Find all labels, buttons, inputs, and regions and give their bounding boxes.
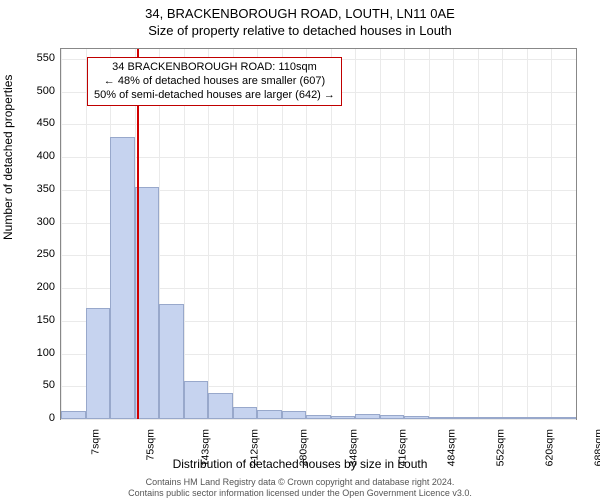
x-tick-label: 688sqm bbox=[592, 429, 600, 466]
histogram-bar bbox=[404, 416, 429, 419]
histogram-bar bbox=[282, 411, 307, 419]
gridline-v bbox=[478, 49, 479, 419]
y-tick-label: 500 bbox=[15, 85, 55, 97]
footer-line-1: Contains HM Land Registry data © Crown c… bbox=[0, 477, 600, 488]
histogram-bar bbox=[208, 393, 233, 419]
histogram-bar bbox=[257, 410, 282, 419]
title-line-2: Size of property relative to detached ho… bbox=[0, 21, 600, 38]
y-tick-label: 100 bbox=[15, 347, 55, 359]
gridline-v bbox=[527, 49, 528, 419]
annotation-box: 34 BRACKENBOROUGH ROAD: 110sqm ← 48% of … bbox=[87, 57, 342, 106]
histogram-bar bbox=[355, 414, 380, 419]
histogram-bar bbox=[233, 407, 258, 419]
gridline-v bbox=[355, 49, 356, 419]
gridline-h bbox=[61, 419, 576, 420]
footer-line-2: Contains public sector information licen… bbox=[0, 488, 600, 499]
histogram-bar bbox=[429, 417, 454, 419]
annotation-line-2: ← 48% of detached houses are smaller (60… bbox=[94, 75, 335, 89]
y-tick-label: 150 bbox=[15, 314, 55, 326]
gridline-v bbox=[380, 49, 381, 419]
histogram-bar bbox=[453, 417, 478, 419]
footer-attribution: Contains HM Land Registry data © Crown c… bbox=[0, 477, 600, 500]
x-tick-label: 348sqm bbox=[347, 429, 359, 466]
histogram-bar bbox=[527, 417, 552, 419]
y-tick-label: 350 bbox=[15, 183, 55, 195]
title-line-1: 34, BRACKENBOROUGH ROAD, LOUTH, LN11 0AE bbox=[0, 0, 600, 21]
gridline-v bbox=[453, 49, 454, 419]
gridline-v bbox=[429, 49, 430, 419]
y-tick-label: 550 bbox=[15, 52, 55, 64]
histogram-bar bbox=[159, 304, 184, 419]
y-axis-label: Number of detached properties bbox=[1, 75, 15, 240]
y-tick-label: 300 bbox=[15, 216, 55, 228]
x-tick-label: 75sqm bbox=[145, 429, 157, 461]
x-tick-label: 143sqm bbox=[200, 429, 212, 466]
x-tick-label: 280sqm bbox=[298, 429, 310, 466]
gridline-v bbox=[551, 49, 552, 419]
gridline-v bbox=[404, 49, 405, 419]
histogram-bar bbox=[184, 381, 209, 419]
gridline-v bbox=[502, 49, 503, 419]
y-tick-label: 250 bbox=[15, 248, 55, 260]
x-tick-label: 552sqm bbox=[494, 429, 506, 466]
y-tick-label: 200 bbox=[15, 281, 55, 293]
y-tick-label: 50 bbox=[15, 379, 55, 391]
histogram-bar bbox=[478, 417, 503, 419]
x-tick-label: 620sqm bbox=[543, 429, 555, 466]
histogram-bar bbox=[306, 415, 331, 419]
x-tick-label: 212sqm bbox=[249, 429, 261, 466]
histogram-bar bbox=[61, 411, 86, 419]
y-tick-label: 0 bbox=[15, 412, 55, 424]
annotation-line-3: 50% of semi-detached houses are larger (… bbox=[94, 89, 335, 103]
histogram-bar bbox=[502, 417, 527, 419]
histogram-bar bbox=[551, 417, 576, 419]
y-tick-label: 450 bbox=[15, 117, 55, 129]
histogram-bar bbox=[331, 416, 356, 419]
x-tick-label: 7sqm bbox=[90, 429, 102, 455]
histogram-bar bbox=[380, 415, 405, 419]
annotation-line-1: 34 BRACKENBOROUGH ROAD: 110sqm bbox=[94, 61, 335, 75]
histogram-bar bbox=[86, 308, 111, 419]
histogram-bar bbox=[110, 137, 135, 419]
x-tick-label: 416sqm bbox=[396, 429, 408, 466]
gridline-v bbox=[61, 49, 62, 419]
x-tick-label: 484sqm bbox=[445, 429, 457, 466]
chart-plot-area: 34 BRACKENBOROUGH ROAD: 110sqm ← 48% of … bbox=[60, 48, 577, 420]
y-tick-label: 400 bbox=[15, 150, 55, 162]
